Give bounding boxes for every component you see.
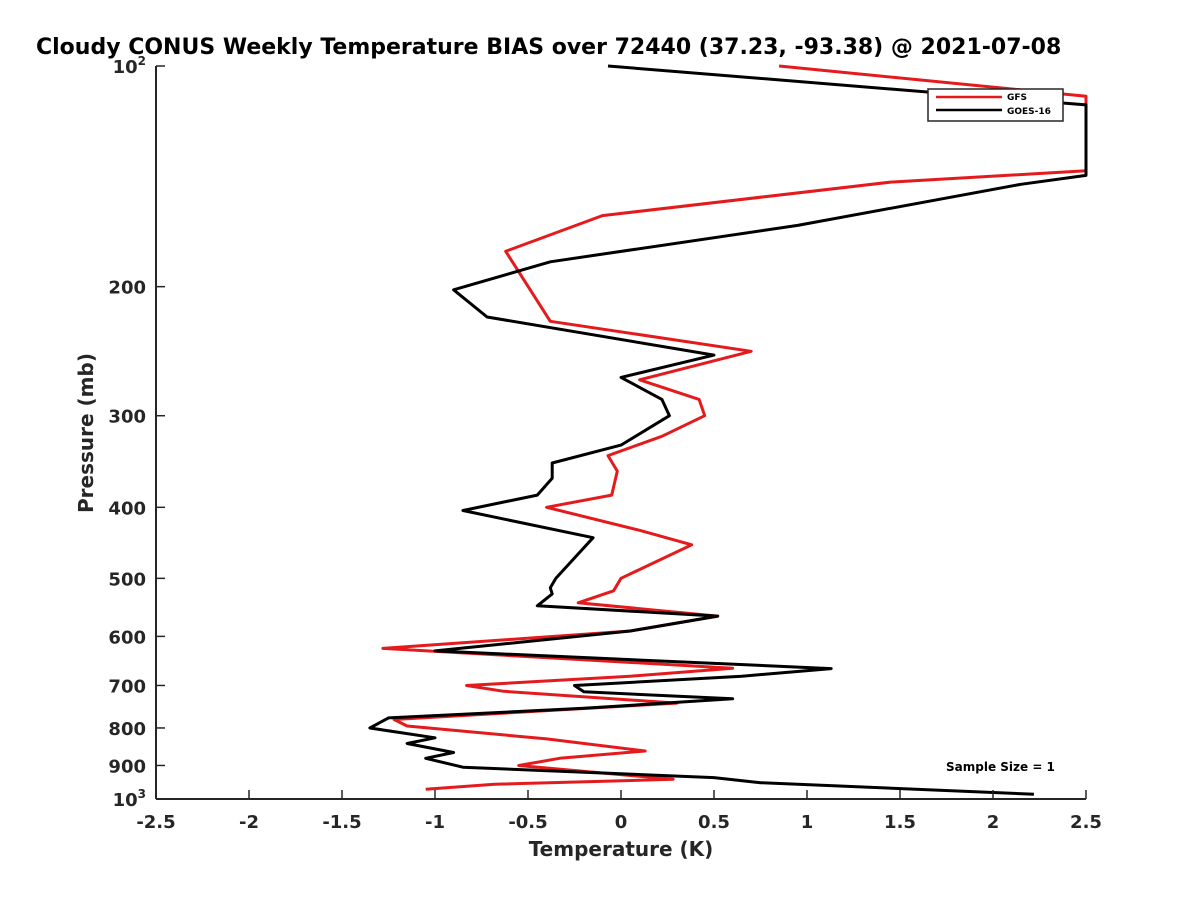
x-tick-label: -1 [425,812,445,833]
y-tick-label: 700 [108,676,146,697]
series-line-goes-16 [368,64,1088,796]
legend: GFS GOES-16 [927,88,1064,122]
x-tick-label: 2 [987,812,1000,833]
legend-label-goes-16: GOES-16 [1007,107,1051,117]
y-tick-label: 600 [108,627,146,648]
y-tick-label: 400 [108,498,146,519]
x-tick-label: -2.5 [136,812,175,833]
plot-area [368,64,1088,796]
y-tick-label: 500 [108,569,146,590]
y-axis-ticks: 102 200 300 400 500 600 700 800 900 103 [108,54,165,811]
x-axis-label: Temperature (K) [529,837,714,861]
x-axis-ticks: -2.5 -2 -1.5 -1 -0.5 0 0.5 1 1.5 2 2.5 [136,790,1102,833]
x-tick-label: 1.5 [884,812,916,833]
y-tick-label: 900 [108,756,146,777]
y-axis-label: Pressure (mb) [74,353,98,513]
y-tick-label: 800 [108,719,146,740]
chart-title: Cloudy CONUS Weekly Temperature BIAS ove… [36,35,1061,60]
x-tick-label: -1.5 [322,812,361,833]
legend-box [927,88,1064,122]
y-tick-label: 102 [113,54,146,78]
y-tick-label: 103 [113,787,146,811]
x-tick-label: 1 [801,812,814,833]
x-tick-label: 0.5 [698,812,730,833]
legend-label-gfs: GFS [1007,93,1027,103]
x-tick-label: 2.5 [1070,812,1102,833]
sample-size-annotation: Sample Size = 1 [946,760,1055,774]
x-tick-label: 0 [615,812,628,833]
x-tick-label: -0.5 [508,812,547,833]
y-tick-label: 300 [108,407,146,428]
series-line-gfs [381,64,1088,791]
y-tick-label: 200 [108,278,146,299]
x-tick-label: -2 [239,812,259,833]
